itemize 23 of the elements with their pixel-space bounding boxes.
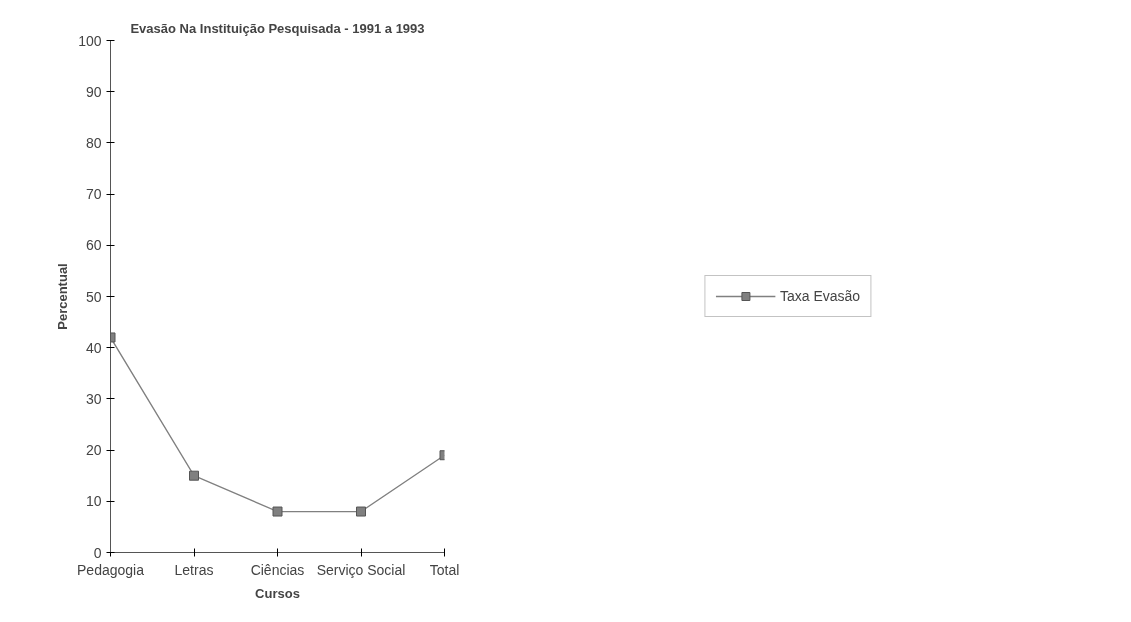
chart-title: Evasão Na Instituição Pesquisada - 1991 a 1993 (130, 20, 425, 36)
point (189, 470, 199, 481)
y-tick-label: 60 (85, 237, 102, 254)
x-tick-label: Letras (174, 561, 214, 578)
y-tick-label: 50 (85, 288, 102, 305)
y-tick-label: 30 (85, 390, 102, 407)
point (356, 506, 366, 517)
y-tick-label: 40 (85, 339, 102, 356)
x-axis-title: Cursos (255, 585, 300, 601)
y-tick-label: 20 (85, 442, 102, 459)
y-tick-label: 80 (85, 134, 102, 151)
point (272, 506, 283, 517)
x-tick-label: Serviço Social (316, 561, 406, 578)
y-tick-label: 100 (78, 32, 102, 49)
y-tick-label: 0 (93, 544, 102, 561)
y-tick-label: 70 (85, 186, 102, 203)
y-axis-title: Percentual (55, 263, 71, 330)
x-tick-label: Pedagogia (77, 561, 145, 578)
x-tick-label: Total (429, 561, 460, 578)
x-tick-label: Ciências (250, 561, 305, 578)
y-tick-label: 10 (85, 493, 102, 510)
y-tick-label: 90 (85, 83, 102, 100)
legend-label: Taxa Evasão (779, 288, 861, 304)
